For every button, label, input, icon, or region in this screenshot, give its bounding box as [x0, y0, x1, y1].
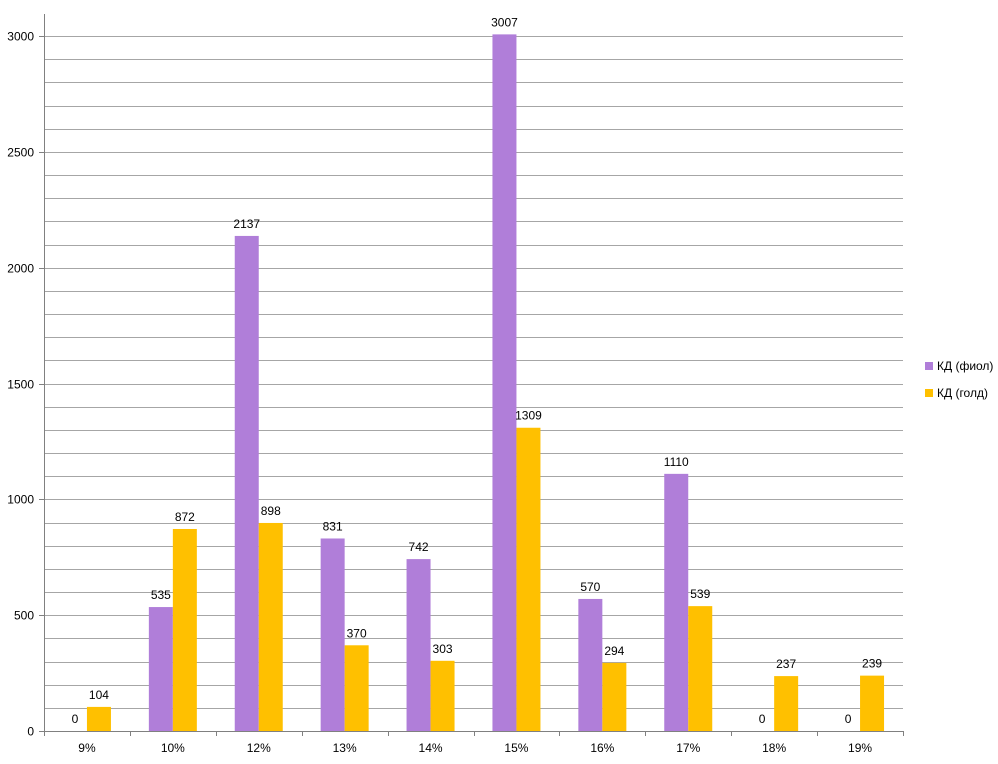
bar: [320, 538, 345, 731]
bar: [234, 235, 259, 731]
x-tick-label: 17%: [676, 741, 700, 755]
data-label: 294: [604, 644, 624, 658]
bar: [258, 522, 283, 731]
bar: [86, 706, 111, 731]
data-label: 2137: [233, 217, 260, 231]
data-label: 303: [433, 642, 453, 656]
bar: [172, 528, 197, 731]
x-tick-label: 12%: [247, 741, 271, 755]
bar: [602, 662, 627, 731]
x-tick-label: 18%: [762, 741, 786, 755]
x-tick-label: 10%: [161, 741, 185, 755]
bar: [774, 676, 799, 731]
y-tick-label: 2500: [7, 146, 34, 160]
bar: [516, 427, 541, 731]
data-label: 239: [862, 657, 882, 671]
data-label: 898: [261, 504, 281, 518]
legend: КД (фиол) КД (голд): [925, 359, 993, 400]
data-label: 872: [175, 510, 195, 524]
data-label: 0: [759, 712, 766, 726]
data-label: 570: [580, 580, 600, 594]
bar: [344, 645, 369, 731]
bar: [578, 598, 603, 731]
data-label: 831: [323, 519, 343, 533]
bar: [664, 473, 689, 731]
data-labels: 0 104 535 872 2137 898 831 370 742 303 3007 1309 570…: [72, 15, 883, 726]
bar: [148, 607, 173, 731]
y-tick-label: 1500: [7, 378, 34, 392]
legend-label: КД (голд): [937, 386, 988, 400]
legend-swatch: [925, 389, 933, 397]
data-label: 0: [72, 712, 79, 726]
x-tick-label: 19%: [848, 741, 872, 755]
legend-swatch: [925, 362, 933, 370]
data-label: 3007: [491, 15, 518, 29]
data-label: 104: [89, 688, 109, 702]
y-tick-label: 2000: [7, 262, 34, 276]
bar: [492, 34, 517, 731]
data-label: 1309: [515, 409, 542, 423]
x-tick-label: 14%: [419, 741, 443, 755]
bar: [688, 606, 713, 731]
data-label: 0: [845, 712, 852, 726]
bar: [430, 660, 455, 731]
data-label: 742: [409, 540, 429, 554]
x-tick-label: 9%: [78, 741, 96, 755]
x-tick-label: 16%: [590, 741, 614, 755]
bar: [860, 675, 885, 731]
data-label: 1110: [664, 455, 689, 469]
data-label: 237: [776, 657, 796, 671]
x-tick-label: 13%: [333, 741, 357, 755]
data-label: 370: [347, 626, 367, 640]
y-tick-label: 3000: [7, 30, 34, 44]
x-tick-label: 15%: [504, 741, 528, 755]
y-tick-label: 500: [14, 609, 34, 623]
bar: [406, 559, 431, 731]
axes: 0 500 1000 1500 2000 2500 3000 9% 10% 12% 13% 14% 15…: [7, 14, 904, 755]
data-label: 535: [151, 588, 171, 602]
bars: [86, 34, 885, 731]
legend-label: КД (фиол): [937, 359, 993, 373]
data-label: 539: [690, 587, 710, 601]
y-tick-label: 1000: [7, 493, 34, 507]
y-tick-label: 0: [27, 725, 34, 739]
